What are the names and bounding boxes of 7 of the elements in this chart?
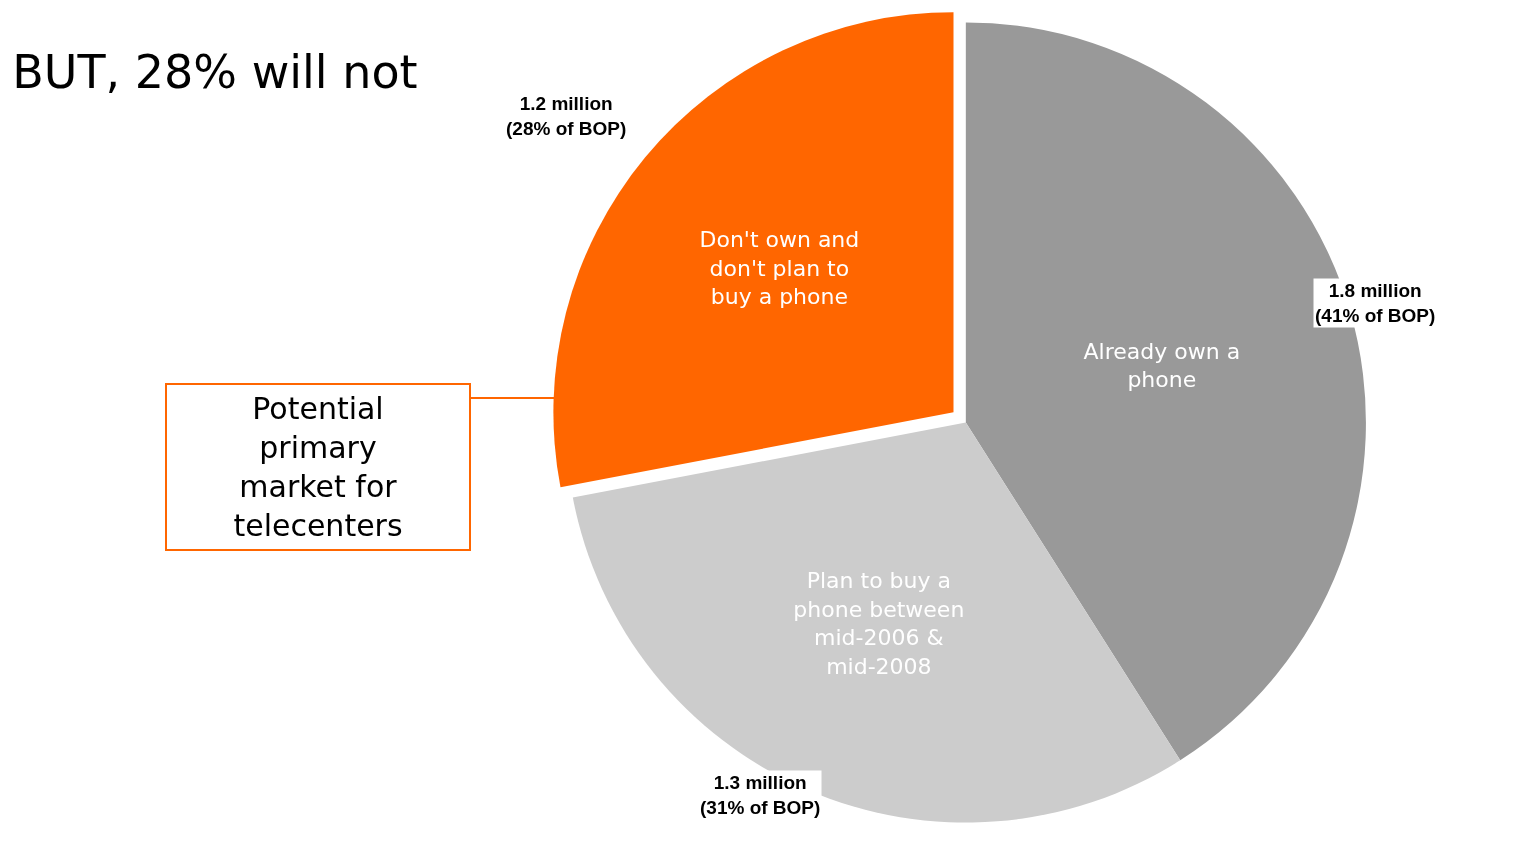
slice-label: Already own a phone — [1083, 338, 1241, 393]
text: BUT, 28% will not — [12, 44, 418, 99]
text: Potential primary market for telecenters — [233, 391, 403, 543]
data-label: 1.3 million (31% of BOP) — [700, 772, 821, 818]
data-label: 1.2 million (28% of BOP) — [506, 93, 627, 139]
data-label: 1.8 million (41% of BOP) — [1315, 280, 1436, 326]
slice-label: Don't own and don't plan to buy a phone — [699, 227, 860, 310]
